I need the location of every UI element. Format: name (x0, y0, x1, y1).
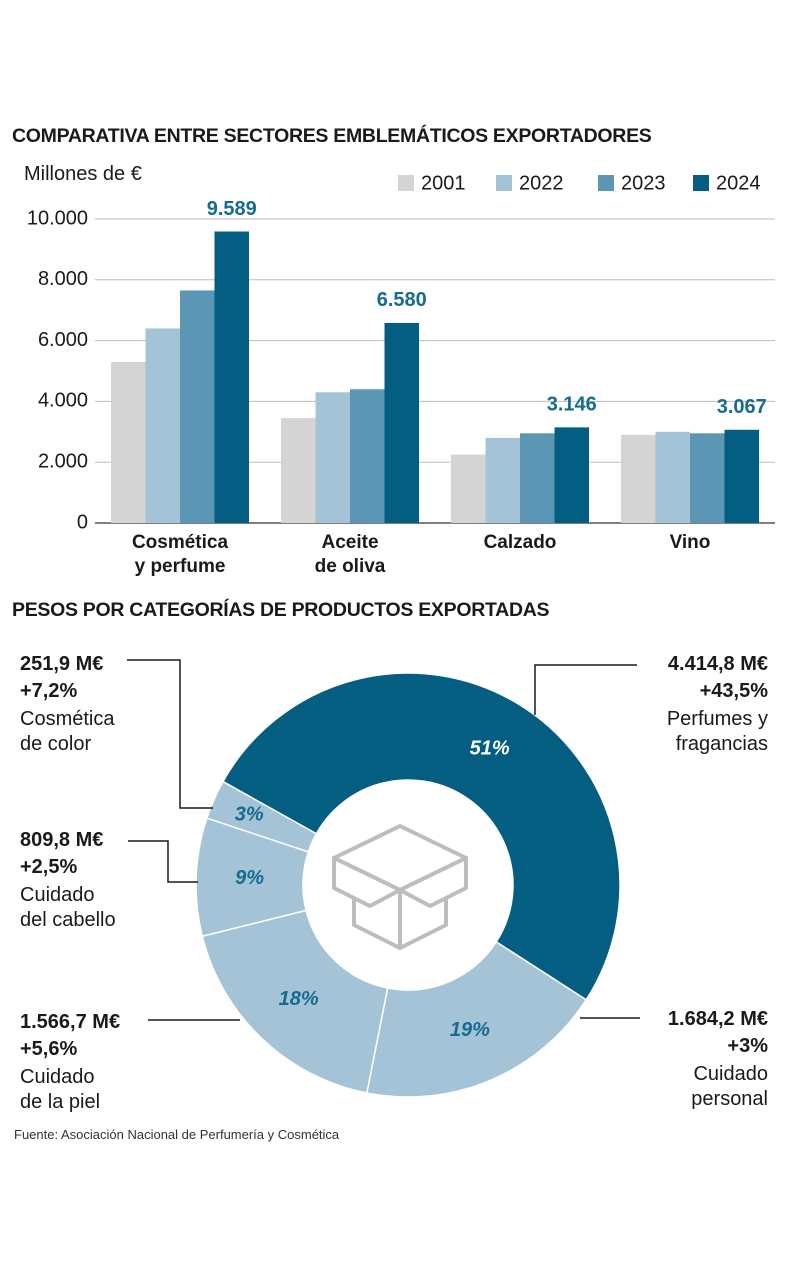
x-tick-label: Cosmética y perfume (131, 532, 229, 577)
slice-change: +5,6% (20, 1038, 78, 1060)
value-label: 6.580 (377, 289, 427, 311)
y-axis-label: Millones de € (24, 163, 142, 185)
legend-swatch (693, 175, 709, 191)
legend-swatch (598, 175, 614, 191)
slice-amount: 1.684,2 M€ (667, 1008, 768, 1030)
slice-amount: 251,9 M€ (20, 653, 104, 675)
slice-name: Cosmética de color (20, 708, 115, 755)
bar (384, 322, 419, 523)
x-tick-label: Vino (669, 532, 711, 553)
slice-label: 18% (279, 988, 319, 1010)
slice-amount: 4.414,8 M€ (667, 653, 768, 675)
y-tick-label: 10.000 (27, 207, 88, 229)
donut-slice (201, 909, 389, 1094)
x-tick-label: Calzado (483, 532, 557, 553)
legend-label: 2023 (621, 172, 666, 194)
value-label: 3.067 (717, 396, 767, 418)
donut-slice (221, 672, 621, 1001)
slice-name: Perfumes y fragancias (666, 708, 768, 755)
bar (724, 429, 759, 523)
y-tick-label: 0 (77, 511, 88, 533)
slice-amount: 809,8 M€ (20, 829, 104, 851)
y-tick-label: 4.000 (38, 390, 88, 412)
bar (281, 418, 316, 523)
legend-label: 2024 (716, 172, 761, 194)
bar (111, 361, 146, 523)
legend-label: 2022 (519, 172, 564, 194)
x-tick-label: Aceite de oliva (314, 532, 386, 577)
value-label: 3.146 (547, 394, 597, 416)
slice-change: +7,2% (20, 680, 78, 702)
slice-amount: 1.566,7 M€ (20, 1011, 121, 1033)
bar (145, 328, 180, 523)
box-icon (332, 824, 468, 950)
bar (485, 437, 520, 523)
source: Fuente: Asociación Nacional de Perfumerí… (14, 1127, 340, 1142)
bar (690, 433, 725, 523)
legend-swatch (398, 175, 414, 191)
donut-slice (205, 780, 318, 853)
bar (554, 427, 589, 523)
slice-label: 19% (450, 1019, 490, 1041)
bar (214, 231, 249, 524)
legend-label: 2001 (421, 172, 466, 194)
bar (180, 290, 215, 523)
pie-chart-title: PESOS POR CATEGORÍAS DE PRODUCTOS EXPORT… (12, 599, 550, 621)
bar (350, 389, 385, 523)
slice-label: 3% (235, 803, 264, 825)
y-tick-label: 8.000 (38, 268, 88, 290)
slice-name: Cuidado del cabello (20, 884, 116, 931)
slice-name: Cuidado personal (691, 1063, 768, 1110)
legend-swatch (496, 175, 512, 191)
bar (315, 392, 350, 523)
slice-change: +43,5% (699, 680, 768, 702)
bar (451, 454, 486, 523)
y-tick-label: 6.000 (38, 329, 88, 351)
bar (621, 434, 656, 523)
donut-slice (365, 940, 588, 1098)
slice-change: +2,5% (20, 856, 78, 878)
slice-change: +3% (727, 1035, 768, 1057)
bar (655, 431, 690, 523)
leader-line (128, 840, 198, 883)
value-label: 9.589 (207, 198, 257, 220)
slice-name: Cuidado de la piel (20, 1066, 101, 1113)
y-tick-label: 2.000 (38, 450, 88, 472)
bar-chart-title: COMPARATIVA ENTRE SECTORES EMBLEMÁTICOS … (12, 125, 652, 147)
bar (520, 433, 555, 523)
slice-label: 9% (235, 867, 264, 889)
leader-line (127, 659, 213, 809)
leader-line (534, 664, 637, 715)
slice-label: 51% (470, 737, 510, 759)
